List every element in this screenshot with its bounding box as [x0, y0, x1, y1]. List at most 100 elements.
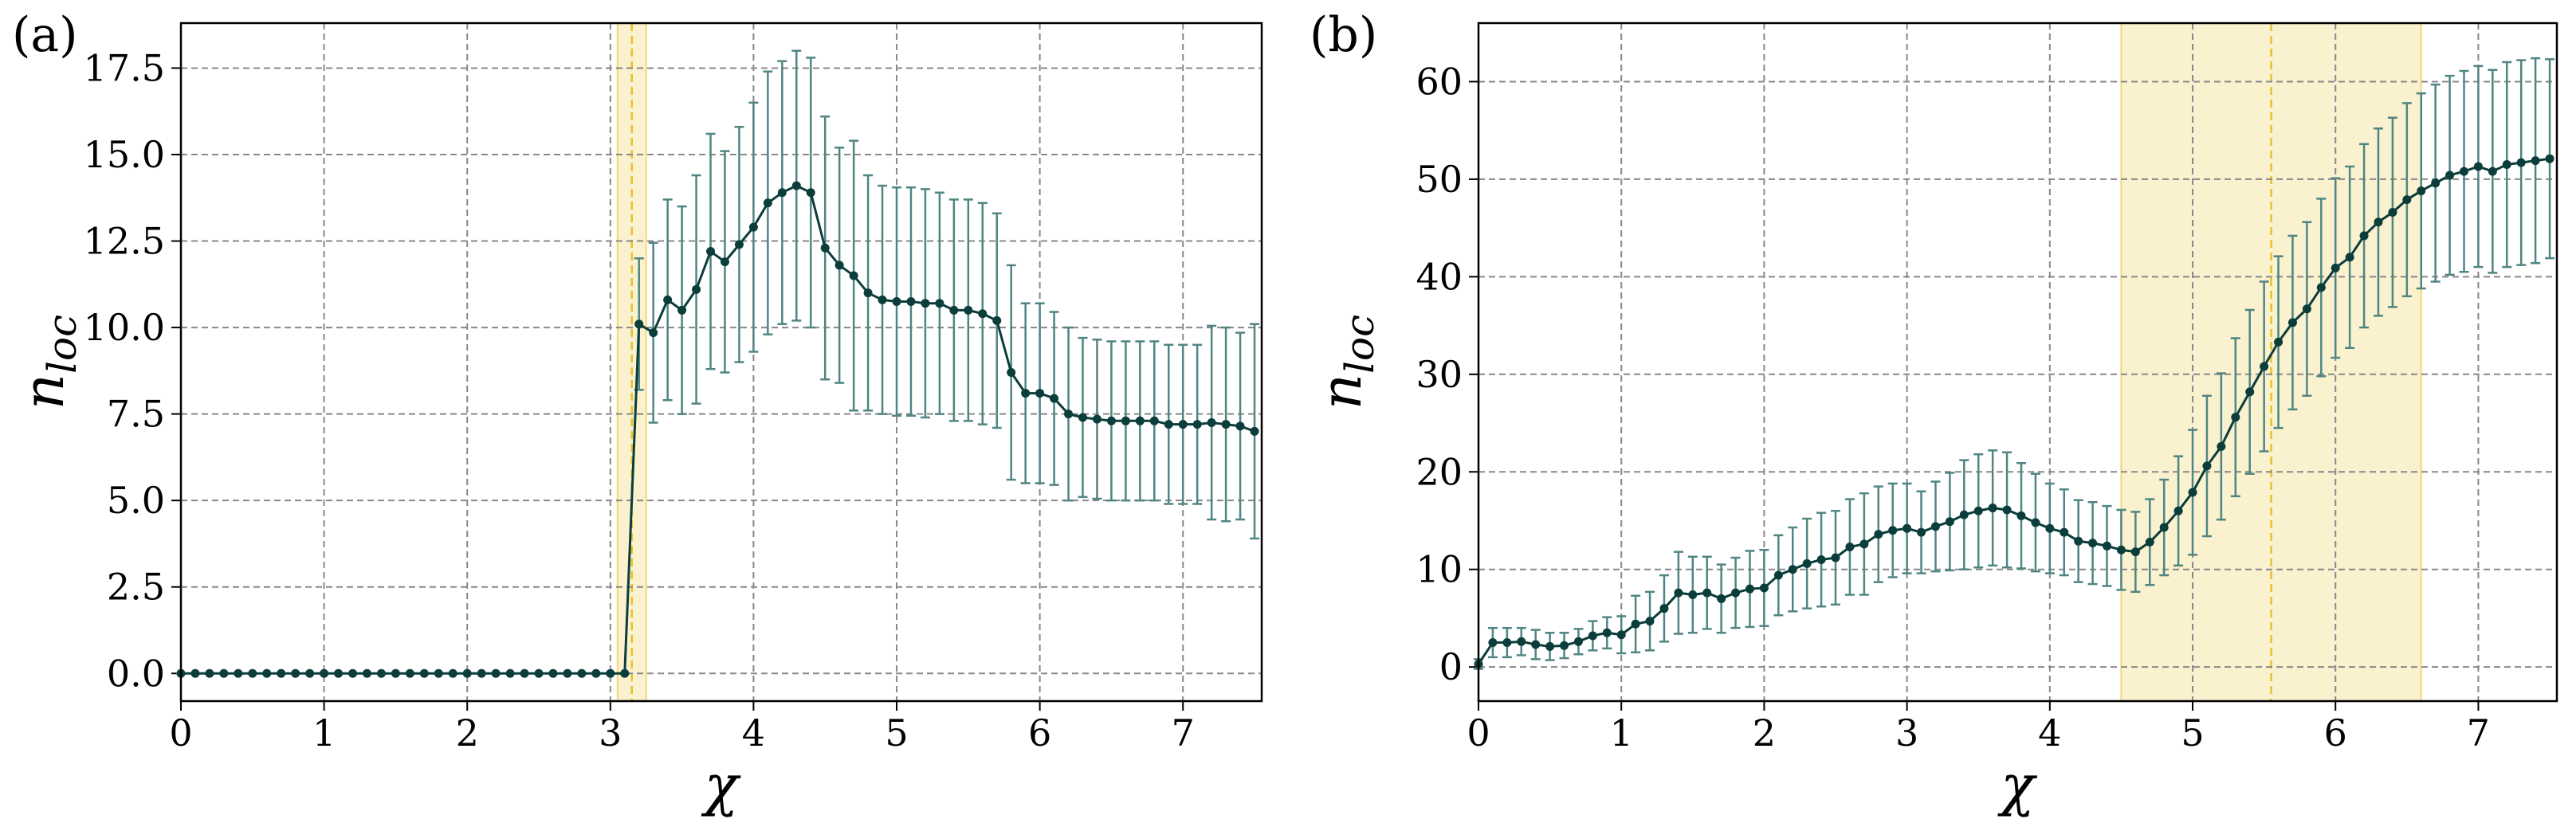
data-point [1517, 637, 1526, 646]
data-point [2316, 283, 2326, 292]
data-point [2116, 545, 2126, 555]
data-point [2374, 218, 2383, 227]
y-tick-label: 50 [1416, 158, 1463, 201]
y-tick-label: 5.0 [107, 479, 165, 522]
data-point [2359, 231, 2369, 241]
x-tick-label: 7 [2467, 711, 2490, 754]
x-tick-label: 3 [1895, 711, 1918, 754]
data-point [763, 198, 772, 208]
y-axis-label-sub: loc [39, 315, 85, 374]
data-point [1645, 617, 1655, 626]
data-point [1164, 420, 1173, 429]
x-tick-label: 6 [1028, 711, 1051, 754]
data-point [978, 309, 988, 319]
data-line [1477, 157, 2550, 665]
data-point [1035, 389, 1045, 398]
data-point [692, 284, 701, 294]
y-tick-label: 12.5 [84, 220, 165, 263]
axes-frame [1477, 22, 2558, 703]
data-point [1731, 588, 1741, 598]
data-point [1988, 504, 1997, 513]
y-tick-label: 20 [1416, 450, 1463, 493]
data-point [1560, 641, 1569, 650]
data-point [1135, 416, 1145, 425]
data-point [2045, 523, 2055, 533]
data-point [1250, 426, 1259, 436]
data-point [634, 319, 644, 329]
x-tick-label: 0 [169, 711, 192, 754]
y-tick-label: 7.5 [107, 393, 165, 436]
data-point [748, 222, 758, 232]
data-point [677, 305, 687, 315]
data-point [2402, 195, 2412, 205]
data-point [248, 668, 257, 678]
data-point [2002, 505, 2012, 515]
data-point [2260, 362, 2269, 371]
data-point [1788, 565, 1797, 574]
data-point [2531, 156, 2540, 166]
data-point [1545, 641, 1555, 651]
data-point [534, 668, 544, 678]
data-point [2217, 441, 2226, 451]
data-point [2502, 160, 2511, 170]
data-line [181, 184, 1255, 675]
x-tick-label: 2 [1753, 711, 1776, 754]
data-point [2331, 263, 2340, 272]
data-point [1573, 637, 1583, 646]
y-tick-label: 15.0 [84, 133, 165, 176]
data-point [1531, 640, 1541, 649]
data-point [921, 299, 930, 308]
data-point [391, 668, 400, 678]
panel-label: (a) [12, 7, 78, 63]
data-point [2345, 253, 2354, 262]
data-point [1192, 420, 1202, 429]
data-point [563, 668, 572, 678]
data-point [505, 668, 515, 678]
data-point [2431, 178, 2441, 188]
data-point [2302, 304, 2311, 314]
data-point [1106, 416, 1116, 425]
data-point [1802, 558, 1812, 568]
data-point [405, 668, 414, 678]
data-point [2103, 541, 2112, 551]
data-point [1674, 588, 1683, 598]
data-point [734, 240, 744, 249]
data-point [1717, 594, 1726, 603]
data-point [434, 668, 443, 678]
data-point [1816, 555, 1826, 564]
x-tick-label: 6 [2324, 711, 2347, 754]
x-tick-label: 1 [312, 711, 336, 754]
data-point [2188, 488, 2197, 497]
y-axis-label: nloc [1309, 315, 1383, 410]
data-point [1973, 506, 1983, 515]
data-point [1888, 526, 1898, 535]
data-point [992, 315, 1002, 325]
data-point [806, 188, 815, 198]
data-point [1702, 588, 1712, 598]
data-point [2130, 547, 2140, 557]
data-point [2545, 154, 2554, 163]
data-point [1178, 420, 1188, 429]
data-point [1602, 628, 1612, 637]
data-point [1759, 583, 1769, 593]
data-point [606, 668, 615, 678]
data-point [1588, 631, 1597, 641]
data-point [1688, 590, 1698, 600]
data-point [2016, 511, 2026, 520]
data-point [1078, 413, 1087, 422]
data-point [2202, 461, 2212, 471]
y-tick-label: 17.5 [84, 46, 165, 89]
data-point [2145, 537, 2154, 547]
data-point [2031, 518, 2040, 527]
data-point [1007, 368, 1016, 378]
data-point [2287, 318, 2297, 327]
data-point [1859, 539, 1869, 549]
data-point [2460, 167, 2469, 176]
axes-frame [179, 22, 1263, 703]
data-point [649, 328, 658, 338]
data-point [906, 297, 916, 307]
x-tick-label: 4 [742, 711, 765, 754]
data-point [362, 668, 371, 678]
data-point [2159, 523, 2169, 532]
data-point [591, 668, 601, 678]
